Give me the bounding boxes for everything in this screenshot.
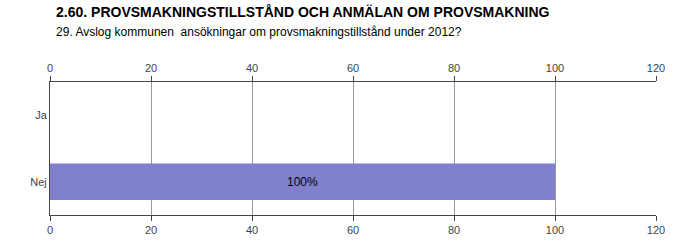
svg-text:120: 120 [647, 62, 665, 74]
svg-text:60: 60 [347, 62, 359, 74]
svg-text:40: 40 [246, 62, 258, 74]
svg-text:0: 0 [47, 224, 53, 236]
svg-text:2.60. PROVSMAKNINGSTILLSTÅND O: 2.60. PROVSMAKNINGSTILLSTÅND OCH ANMÄLAN… [56, 4, 550, 38]
svg-text:Nej: Nej [30, 176, 47, 188]
svg-text:20: 20 [145, 62, 157, 74]
svg-text:40: 40 [246, 224, 258, 236]
svg-text:80: 80 [448, 224, 460, 236]
svg-text:100: 100 [546, 62, 564, 74]
svg-text:0: 0 [47, 62, 53, 74]
svg-text:100: 100 [546, 224, 564, 236]
svg-text:120: 120 [647, 224, 665, 236]
svg-text:20: 20 [145, 224, 157, 236]
svg-text:100%: 100% [287, 175, 318, 189]
svg-text:60: 60 [347, 224, 359, 236]
svg-text:Ja: Ja [35, 109, 48, 121]
svg-text:80: 80 [448, 62, 460, 74]
